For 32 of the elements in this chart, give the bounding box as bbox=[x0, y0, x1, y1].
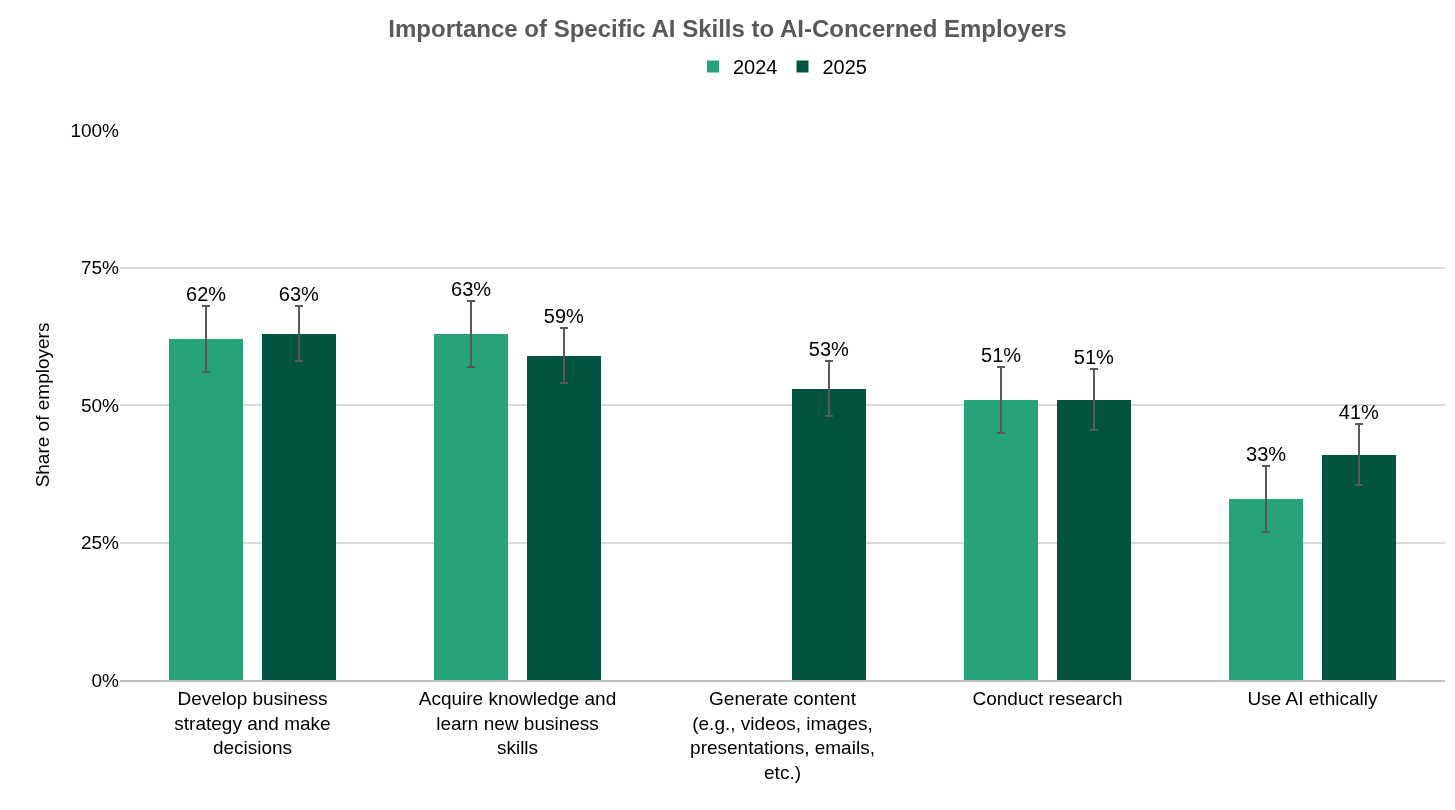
bar bbox=[169, 339, 243, 680]
data-label: 62% bbox=[186, 283, 227, 305]
y-axis-title: Share of employers bbox=[32, 322, 54, 488]
data-label: 41% bbox=[1338, 401, 1380, 424]
x-tick-label: Acquire knowledge and learn new business skills bbox=[418, 687, 617, 759]
data-label: 51% bbox=[981, 343, 1022, 366]
data-label: 33% bbox=[1246, 442, 1287, 465]
y-tick-label: 100% bbox=[70, 119, 120, 141]
bar bbox=[964, 400, 1038, 680]
x-tick-label: Conduct research bbox=[972, 687, 1123, 709]
x-tick-label: Use AI ethically bbox=[1247, 687, 1378, 709]
data-label: 63% bbox=[278, 283, 320, 305]
x-tick-label: Develop business strategy and make decisions bbox=[174, 687, 331, 759]
bar bbox=[262, 334, 336, 680]
chart-title: Importance of Specific AI Skills to AI-Concerned Employers bbox=[388, 15, 1067, 43]
bar bbox=[434, 334, 508, 680]
data-label: 53% bbox=[808, 338, 850, 360]
bar bbox=[1322, 455, 1396, 680]
data-label: 51% bbox=[1073, 346, 1115, 369]
y-tick-label: 25% bbox=[80, 532, 120, 554]
y-tick-label: 75% bbox=[80, 257, 120, 279]
bar bbox=[792, 389, 866, 680]
bar bbox=[1057, 400, 1131, 680]
data-label: 63% bbox=[451, 277, 492, 300]
y-tick-label: 0% bbox=[91, 669, 120, 691]
bar bbox=[1229, 499, 1303, 680]
bar bbox=[527, 356, 601, 680]
y-tick-label: 50% bbox=[80, 394, 120, 416]
data-label: 59% bbox=[543, 305, 585, 327]
legend-label: 2025 bbox=[822, 56, 867, 79]
legend-label: 2024 bbox=[733, 56, 778, 79]
x-tick-label: Generate content (e.g., videos, images, presentations, emails, etc.) bbox=[690, 687, 875, 783]
